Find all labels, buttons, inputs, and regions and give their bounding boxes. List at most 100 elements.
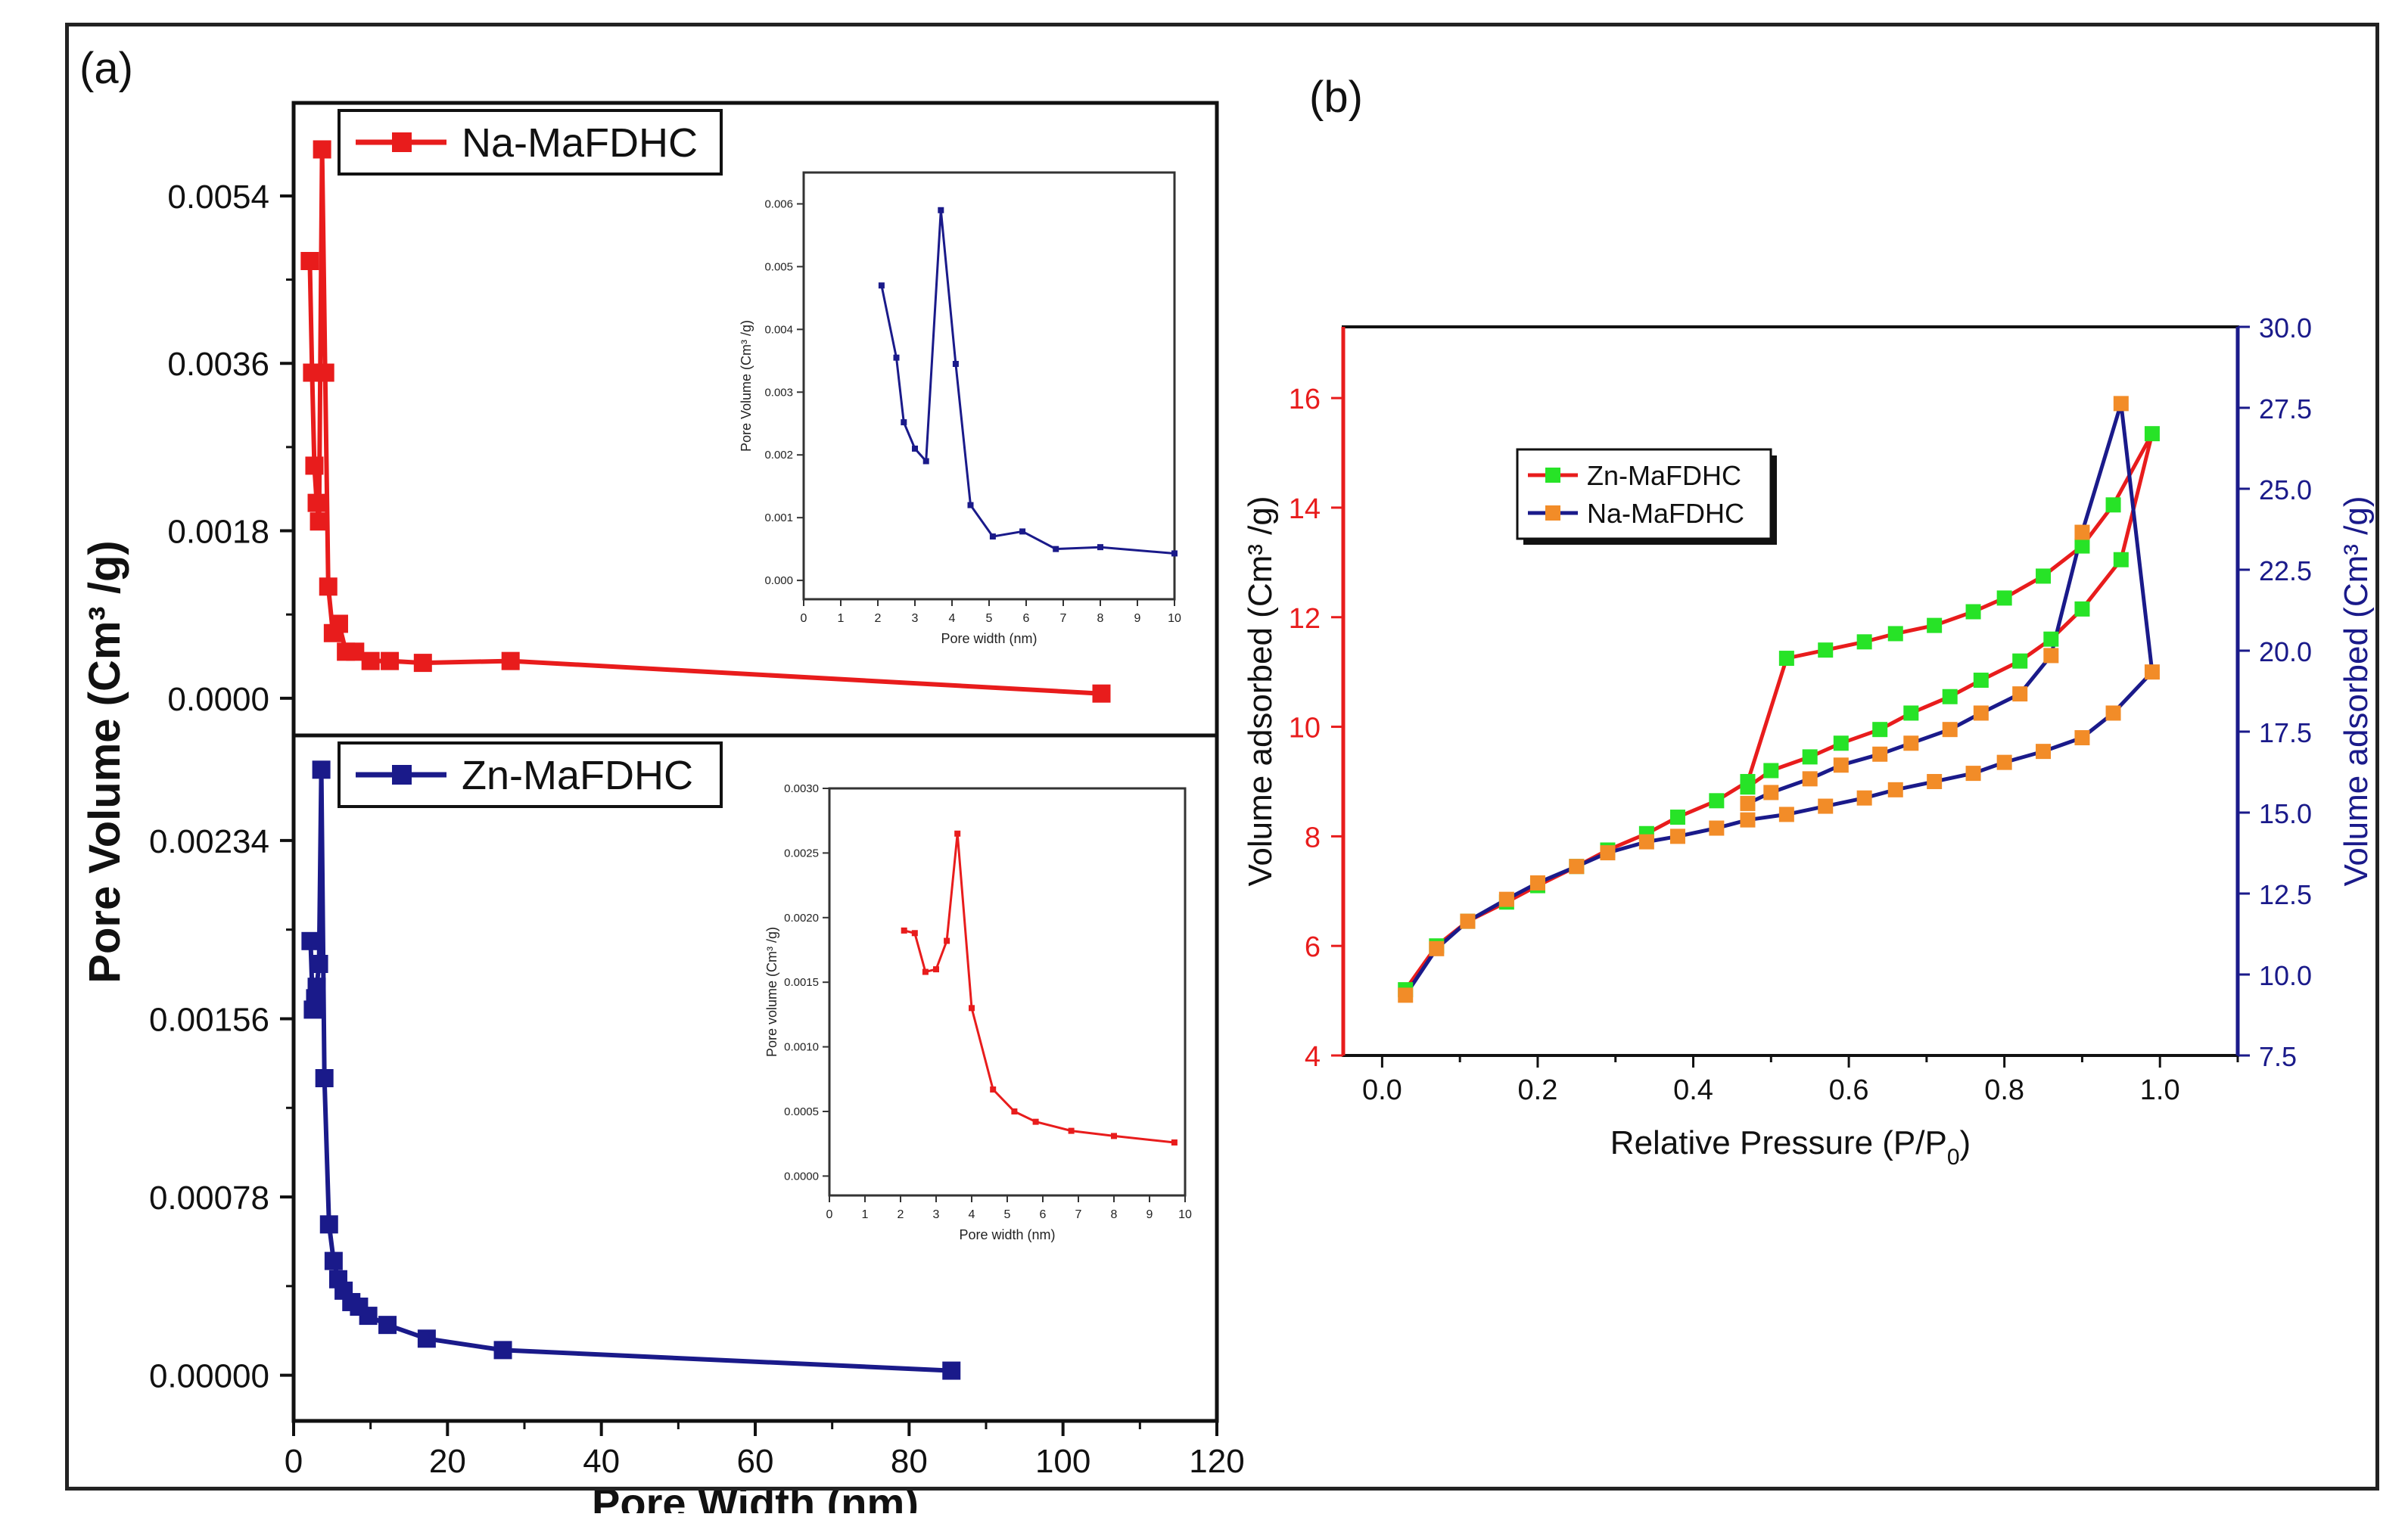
inset-data-point: [922, 968, 929, 975]
data-point: [1833, 735, 1849, 751]
data-point: [315, 1069, 334, 1087]
inset-a_bottom_inset: 0 1 2 3 4 5 6 7 8 9 10 0.0000 0.0005 0.0010 0.0015 0.00…: [764, 782, 1192, 1242]
data-point: [1872, 722, 1888, 738]
data-point: [1856, 790, 1872, 806]
y-tick-label: 0.0054: [167, 179, 269, 216]
data-point: [2043, 648, 2059, 664]
inset-y-title: Pore Volume (Cm³ /g): [739, 320, 754, 452]
inset-x-tick-label: 9: [1146, 1208, 1153, 1221]
data-point: [1973, 705, 1989, 721]
data-point: [1965, 604, 1981, 620]
data-point: [1740, 779, 1756, 795]
x-tick-label: 80: [891, 1443, 928, 1480]
data-point: [310, 512, 328, 531]
figure-border: [65, 23, 2379, 1491]
x-tick-label: 0.2: [1518, 1074, 1558, 1106]
legend-marker: [392, 765, 412, 785]
data-point: [307, 978, 326, 996]
legend-marker: [1545, 468, 1560, 483]
inset-y-tick-label: 0.0005: [784, 1105, 819, 1118]
inset-frame: [802, 171, 1176, 601]
inset-x-tick-label: 4: [969, 1208, 975, 1221]
x-axis-title-sub: 0: [1947, 1145, 1960, 1170]
data-point: [1778, 651, 1794, 667]
x-tick-label: 0.6: [1829, 1074, 1869, 1106]
series-line-Na-MaFDHC: [1404, 401, 2154, 996]
inset-y-tick-label: 0.004: [764, 323, 793, 336]
inset-x-tick-label: 5: [1004, 1208, 1011, 1221]
inset-x-tick-label: 3: [912, 612, 919, 625]
inset-x-tick-label: 7: [1075, 1208, 1082, 1221]
data-point: [312, 760, 331, 779]
x-tick-label: 0.4: [1673, 1074, 1713, 1106]
data-point: [493, 1341, 512, 1360]
legend-label: Na-MaFDHC: [1587, 498, 1744, 529]
legend-marker: [392, 132, 412, 152]
data-point: [2036, 568, 2052, 584]
y-tick-label: 0.0036: [167, 346, 269, 383]
data-point: [1778, 807, 1794, 822]
y-tick-label: 0.0000: [167, 681, 269, 718]
data-point: [1600, 845, 1616, 861]
data-point: [1709, 793, 1725, 809]
y2-tick-label: 27.5: [2259, 393, 2312, 424]
x-tick-label: 40: [583, 1443, 620, 1480]
inset-data-point: [969, 1005, 975, 1012]
x-axis-title: Relative Pressure (P/P0): [1610, 1124, 1971, 1170]
data-point: [1903, 705, 1919, 721]
inset-data-point: [893, 354, 900, 361]
y2-tick-label: 7.5: [2259, 1041, 2297, 1072]
y-tick-label: 10: [1289, 713, 1321, 745]
data-point: [1529, 875, 1545, 891]
data-point: [1942, 722, 1958, 738]
legend-label: Na-MaFDHC: [462, 120, 698, 166]
inset-data-point: [922, 458, 929, 465]
data-point: [2012, 653, 2028, 669]
inset-y-tick-label: 0.002: [764, 449, 793, 462]
data-point: [359, 1307, 378, 1326]
data-point: [1398, 987, 1414, 1003]
y-axis-title-a: Pore Volume (Cm³ /g): [80, 540, 129, 983]
data-point: [1802, 749, 1818, 765]
inset-y-tick-label: 0.0010: [784, 1041, 819, 1054]
y-tick-label: 0.00234: [149, 823, 269, 860]
inset-data-point: [1171, 550, 1178, 557]
data-point: [305, 456, 324, 475]
y-axis-title: Volume adsorbed (Cm³ /g): [1242, 496, 1279, 887]
inset-x-title: Pore width (nm): [941, 631, 1037, 646]
data-point: [1887, 626, 1903, 642]
inset-y-title: Pore volume (Cm³ /g): [764, 927, 779, 1057]
data-point: [1669, 810, 1685, 825]
y2-tick-label: 10.0: [2259, 960, 2312, 991]
data-point: [2144, 426, 2160, 442]
data-point: [2074, 538, 2090, 554]
y2-tick-label: 30.0: [2259, 312, 2312, 344]
legend-label: Zn-MaFDHC: [1587, 460, 1741, 491]
y-tick-label: 6: [1305, 931, 1321, 963]
data-point: [942, 1361, 961, 1380]
inset-frame: [828, 787, 1187, 1197]
y-tick-label: 14: [1289, 493, 1321, 525]
x-axis-title: Pore Width (nm): [592, 1479, 919, 1513]
inset-x-tick-label: 8: [1097, 612, 1104, 625]
data-point: [319, 577, 338, 596]
data-point: [1740, 812, 1756, 828]
data-point: [413, 654, 432, 673]
inset-data-point: [1032, 1118, 1039, 1125]
inset-data-point: [1097, 544, 1103, 551]
y-tick-label: 4: [1305, 1041, 1321, 1073]
data-point: [2043, 631, 2059, 647]
inset-x-tick-label: 6: [1040, 1208, 1047, 1221]
data-point: [1669, 828, 1685, 844]
legend-label: Zn-MaFDHC: [462, 753, 693, 798]
data-point: [2144, 664, 2160, 680]
y-tick-label: 0.00156: [149, 1001, 269, 1038]
data-point: [1927, 617, 1943, 633]
x-tick-label: 60: [737, 1443, 774, 1480]
data-point: [1903, 735, 1919, 751]
x-tick-label: 1.0: [2140, 1074, 2180, 1106]
data-point: [313, 140, 331, 159]
data-point: [361, 651, 380, 670]
inset-data-point: [952, 360, 959, 367]
